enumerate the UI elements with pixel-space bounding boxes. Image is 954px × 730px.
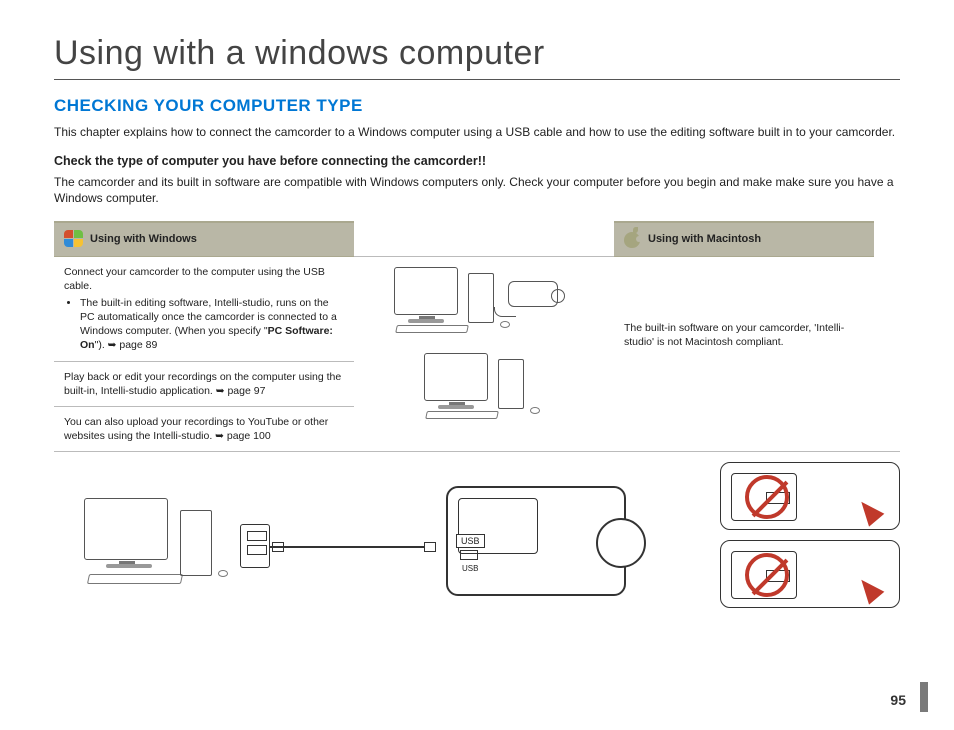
windows-header-label: Using with Windows [90,233,197,245]
pc-diagram [424,351,544,421]
intro-text: This chapter explains how to connect the… [54,124,900,140]
windows-row-3: You can also upload your recordings to Y… [54,407,354,451]
usb-hub-icon [240,524,270,568]
section-tab-marker [920,682,928,712]
usb-symbol: USB [462,564,478,573]
windows-icon [64,230,84,248]
usb-label: USB [456,534,485,548]
mid-header-spacer [354,221,614,257]
windows-column: Using with Windows Connect your camcorde… [54,221,354,452]
apple-icon [624,229,642,249]
subheading: Check the type of computer you have befo… [54,154,900,168]
no-icon [745,475,789,519]
mac-note: The built-in software on your camcorder,… [614,257,874,357]
comparison-table: Using with Windows Connect your camcorde… [54,221,900,453]
illustration-pc-only [354,343,614,429]
diagram-pc [84,496,264,566]
windows-row-1: Connect your camcorder to the computer u… [54,257,354,362]
pc-camcorder-diagram [394,265,574,335]
bottom-diagram-row: USB USB [54,462,900,612]
page-title: Using with a windows computer [54,34,900,80]
windows-header: Using with Windows [54,221,354,257]
prohibited-panel-1 [720,462,900,530]
prohibited-panels [720,462,900,608]
sub-text: The camcorder and its built in software … [54,174,900,206]
windows-row1-bullet: The built-in editing software, Intelli-s… [80,296,344,353]
windows-row-2: Play back or edit your recordings on the… [54,362,354,407]
windows-row1-lead: Connect your camcorder to the computer u… [64,266,325,292]
usb-plug-right [424,542,436,552]
usb-cable [270,546,430,548]
mac-column: Using with Macintosh The built-in softwa… [614,221,874,452]
no-icon [745,553,789,597]
usb-port-icon [460,550,478,560]
illustration-pc-camcorder [354,257,614,343]
usb-connection-diagram: USB USB [54,462,704,612]
mac-header: Using with Macintosh [614,221,874,257]
section-title: CHECKING YOUR COMPUTER TYPE [54,96,900,116]
illustration-column [354,221,614,452]
prohibited-panel-2 [720,540,900,608]
page-number: 95 [890,692,906,708]
mac-header-label: Using with Macintosh [648,233,761,245]
windows-row1-b: "). ➥ page 89 [95,339,158,351]
